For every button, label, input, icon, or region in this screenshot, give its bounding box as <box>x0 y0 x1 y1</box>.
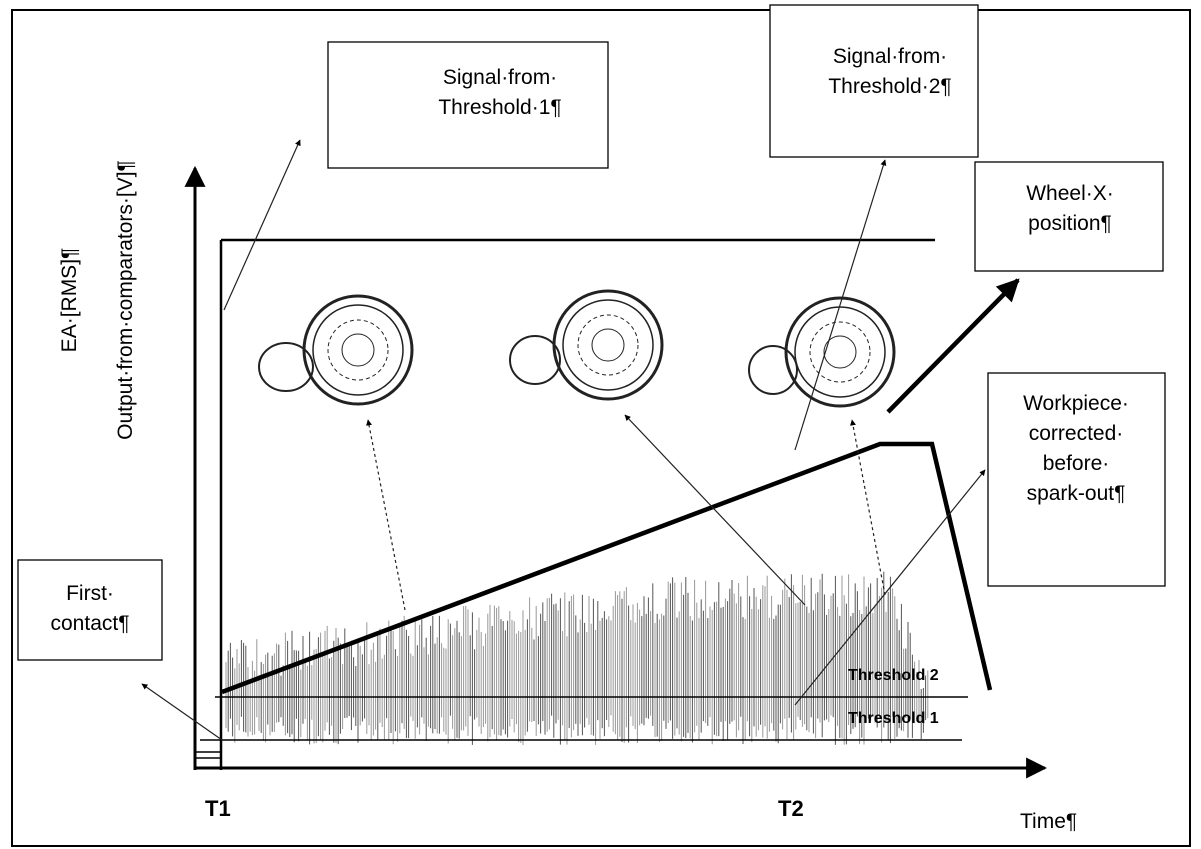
text-line: spark-out¶ <box>1027 482 1126 505</box>
box-label: Wheel·X· position¶ <box>1026 182 1114 235</box>
y-label: EA·[RMS]¶ <box>58 248 81 353</box>
arrows <box>141 139 986 741</box>
text-line: Workpiece· <box>1023 392 1129 415</box>
text-line: First· <box>66 582 114 605</box>
threshold-label: Threshold 2 <box>848 667 939 684</box>
box <box>327 41 609 169</box>
box <box>987 372 1166 587</box>
box-label: Workpiece· corrected· before· spark-out¶ <box>1023 392 1129 505</box>
text-line: Threshold·1¶ <box>438 96 561 119</box>
text-line: Signal·from· <box>833 45 947 68</box>
box-label: Signal·from· Threshold·1¶ <box>438 66 561 119</box>
box <box>974 161 1164 272</box>
y-label: Output·from·comparators·[V]¶ <box>114 160 137 440</box>
box <box>769 4 979 158</box>
t2-label: T2 <box>778 796 804 821</box>
text-line: contact¶ <box>51 612 130 635</box>
box-label: First· contact¶ <box>51 582 130 635</box>
wheels <box>258 289 896 408</box>
text-line: position¶ <box>1028 212 1112 235</box>
threshold-label: Threshold 1 <box>848 710 939 727</box>
text-line: before· <box>1043 452 1110 475</box>
text-line: Signal·from· <box>443 66 557 89</box>
wheel-arrow <box>886 278 1020 414</box>
text-line: Threshold·2¶ <box>828 75 951 98</box>
text-line: corrected· <box>1029 422 1124 445</box>
x-label: Time¶ <box>1020 810 1077 833</box>
box <box>17 559 163 661</box>
ae-signal <box>225 571 929 745</box>
box-label: Signal·from· Threshold·2¶ <box>828 45 951 98</box>
wheel-position-line <box>221 441 993 695</box>
text-line: Wheel·X· <box>1026 182 1114 205</box>
t1-label: T1 <box>205 796 231 821</box>
